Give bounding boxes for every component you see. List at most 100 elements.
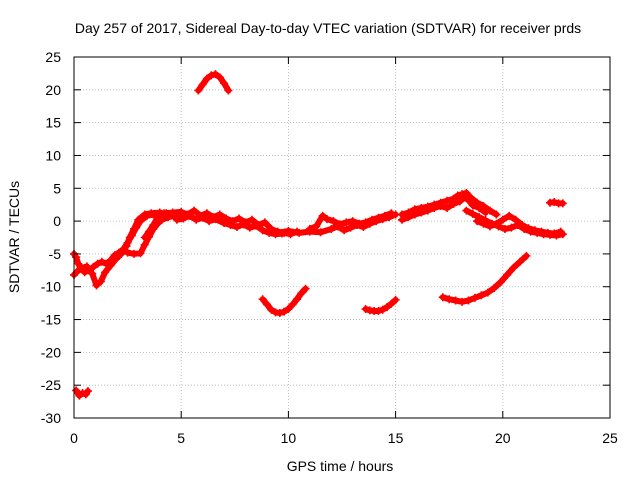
data-point xyxy=(550,229,559,238)
y-tick-label: 20 xyxy=(45,82,61,98)
data-point xyxy=(192,215,201,224)
data-point xyxy=(194,86,203,95)
data-point xyxy=(340,226,349,235)
data-point xyxy=(507,223,516,232)
y-tick-label: 10 xyxy=(45,147,61,163)
data-point xyxy=(145,227,154,236)
data-point xyxy=(179,214,188,223)
data-point xyxy=(500,224,509,233)
data-point xyxy=(458,297,467,306)
data-point xyxy=(117,249,126,258)
data-point xyxy=(265,228,274,237)
data-point xyxy=(267,305,276,314)
data-point xyxy=(473,198,482,207)
data-point xyxy=(449,194,458,203)
series-arc-early-2 xyxy=(70,208,164,290)
data-point xyxy=(312,222,321,231)
data-point xyxy=(151,209,160,218)
data-point xyxy=(202,74,211,83)
y-tick-label: -30 xyxy=(41,410,61,426)
data-point xyxy=(288,300,297,309)
data-point xyxy=(361,218,370,227)
data-point xyxy=(177,207,186,216)
x-tick-label: 10 xyxy=(281,430,297,446)
data-point xyxy=(348,217,357,226)
data-point xyxy=(468,209,477,218)
data-point xyxy=(410,205,419,214)
data-point xyxy=(518,221,527,230)
data-point xyxy=(436,198,445,207)
data-point xyxy=(172,215,181,224)
data-point xyxy=(280,307,289,316)
y-axis-label: SDTVAR / TECUs xyxy=(6,181,22,293)
data-point xyxy=(505,211,514,220)
data-point xyxy=(443,196,452,205)
data-point xyxy=(458,190,467,199)
data-point xyxy=(496,278,505,287)
data-point xyxy=(451,296,460,305)
data-point xyxy=(96,277,105,286)
data-layer xyxy=(70,70,567,400)
data-point xyxy=(453,191,462,200)
data-point xyxy=(125,233,134,242)
data-point xyxy=(275,308,284,317)
data-point xyxy=(284,226,293,235)
data-point xyxy=(374,213,383,222)
series-arc-rise xyxy=(438,251,531,306)
series-arc-late-2 xyxy=(398,188,501,219)
y-tick-label: 15 xyxy=(45,115,61,131)
series-arc-late-4 xyxy=(473,211,565,238)
data-point xyxy=(383,303,392,312)
data-point xyxy=(556,227,565,236)
x-tick-label: 0 xyxy=(70,430,78,446)
data-point xyxy=(485,206,494,215)
data-point xyxy=(130,224,139,233)
data-point xyxy=(198,80,207,89)
data-point xyxy=(550,198,559,207)
data-point xyxy=(207,71,216,80)
data-point xyxy=(404,208,413,217)
data-point xyxy=(335,220,344,229)
y-tick-label: -25 xyxy=(41,377,61,393)
series-arc-main-2 xyxy=(172,211,293,239)
data-point xyxy=(380,211,389,220)
data-point xyxy=(387,209,396,218)
data-point xyxy=(361,305,370,314)
series-arc-dip-2 xyxy=(361,295,400,316)
data-point xyxy=(445,295,454,304)
data-point xyxy=(391,295,400,304)
data-point xyxy=(511,215,520,224)
data-point xyxy=(503,270,512,279)
data-point xyxy=(258,295,267,304)
data-point xyxy=(92,281,101,290)
data-point xyxy=(498,215,507,224)
x-tick-label: 5 xyxy=(177,430,185,446)
data-point xyxy=(398,210,407,219)
series-arc-peak xyxy=(194,70,233,95)
data-point xyxy=(215,210,224,219)
data-point xyxy=(160,209,169,218)
series-arc-mid-2 xyxy=(305,209,396,233)
y-tick-label: 0 xyxy=(53,213,61,229)
y-tick-label: -15 xyxy=(41,312,61,328)
data-point xyxy=(245,223,254,232)
data-point xyxy=(224,86,233,95)
data-point xyxy=(140,210,149,219)
data-point xyxy=(462,206,471,215)
data-point xyxy=(355,219,364,228)
x-tick-label: 20 xyxy=(495,430,511,446)
data-point xyxy=(455,197,464,206)
data-point xyxy=(226,221,235,230)
data-point xyxy=(492,219,501,228)
data-point xyxy=(470,293,479,302)
data-point xyxy=(438,293,447,302)
data-point xyxy=(247,215,256,224)
data-point xyxy=(123,248,132,257)
data-point xyxy=(329,217,338,226)
data-point xyxy=(387,299,396,308)
data-point xyxy=(72,253,81,262)
data-point xyxy=(477,291,486,300)
data-point xyxy=(378,305,387,314)
data-point xyxy=(479,201,488,210)
plot-border xyxy=(73,56,611,419)
